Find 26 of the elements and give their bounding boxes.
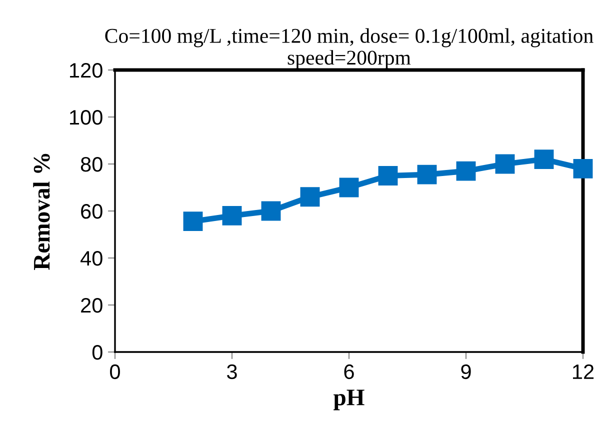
y-tick-label: 60	[81, 204, 102, 219]
y-tick-label: 100	[70, 110, 102, 125]
y-tick-label: 120	[70, 63, 102, 78]
y-tick-label: 80	[80, 157, 102, 172]
y-axis-title: Removal %	[33, 154, 50, 270]
y-tick-label: 40	[80, 251, 102, 266]
x-tick-label: 12	[573, 364, 594, 379]
x-tick-label: 9	[461, 364, 471, 380]
chart-title: Co=100 mg/L ,time=120 min, dose= 0.1g/100ml, agitation speed=200rpm	[105, 28, 594, 69]
point	[495, 154, 515, 174]
point	[300, 187, 320, 207]
point	[378, 166, 398, 186]
point	[222, 206, 242, 226]
point	[573, 158, 593, 178]
x-tick-label: 6	[344, 364, 354, 380]
point	[261, 201, 281, 221]
x-axis-title: pH	[334, 390, 364, 410]
point	[534, 150, 554, 170]
point	[183, 212, 203, 232]
x-tick-label: 3	[227, 364, 237, 380]
point	[456, 161, 476, 181]
x-tick-label: 0	[110, 364, 120, 380]
point	[417, 164, 437, 184]
y-tick-label: 0	[92, 345, 102, 360]
y-tick-label: 20	[81, 298, 102, 313]
point	[339, 178, 359, 198]
